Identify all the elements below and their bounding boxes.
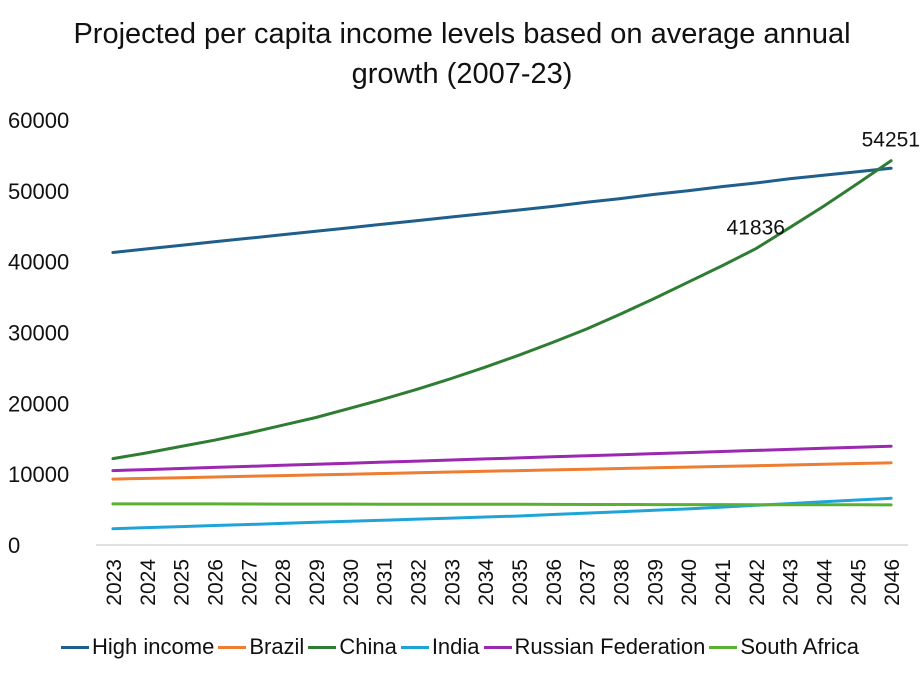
x-tick-label: 2031 <box>374 559 397 606</box>
legend-item-high-income: High income <box>61 634 214 660</box>
x-tick-label: 2033 <box>441 559 464 606</box>
legend-label: Brazil <box>249 634 305 659</box>
x-tick-label: 2043 <box>780 559 803 606</box>
chart-title-line-2: growth (2007-23) <box>351 58 573 90</box>
x-tick-label: 2045 <box>847 559 870 606</box>
series-line-south-africa <box>111 502 893 507</box>
series-line-russian-federation <box>111 444 893 473</box>
legend-label: High income <box>92 634 215 659</box>
legend-swatch <box>218 645 247 649</box>
legend-item-brazil: Brazil <box>218 634 304 660</box>
data-labels: 41836 54251 <box>727 129 920 240</box>
legend-label: China <box>339 634 397 659</box>
legend: High income Brazil China India Russian Feder… <box>0 634 924 660</box>
x-tick-label: 2044 <box>813 559 836 606</box>
y-tick-label: 10000 <box>8 462 69 487</box>
x-tick-label: 2037 <box>577 559 600 606</box>
y-tick-label: 0 <box>8 533 20 558</box>
x-axis: 2023 2024 2025 2026 2027 2028 2029 2030 2031 2032… <box>103 559 904 606</box>
chart-title: Projected per capita income levels based… <box>0 14 924 94</box>
data-label: 41836 <box>727 217 785 240</box>
x-tick-label: 2027 <box>238 559 261 606</box>
series-line-brazil <box>111 461 893 481</box>
x-tick-label: 2028 <box>272 559 295 606</box>
legend-label: India <box>431 634 480 659</box>
x-tick-label: 2040 <box>678 559 701 606</box>
x-tick-label: 2041 <box>712 559 735 606</box>
legend-item-russian-federation: Russian Federation <box>483 634 706 660</box>
series-lines <box>111 159 893 531</box>
x-tick-label: 2042 <box>746 559 769 606</box>
x-tick-label: 2046 <box>881 559 904 606</box>
legend-label: South Africa <box>740 634 859 659</box>
legend-swatch <box>400 645 429 649</box>
x-tick-label: 2024 <box>137 559 160 606</box>
series-line-china <box>111 159 893 461</box>
y-tick-label: 40000 <box>8 250 69 275</box>
legend-swatch <box>483 645 512 649</box>
x-tick-label: 2029 <box>306 559 329 606</box>
legend-item-china: China <box>308 634 397 660</box>
legend-item-india: India <box>400 634 480 660</box>
legend-label: Russian Federation <box>514 634 706 659</box>
x-tick-label: 2025 <box>171 559 194 606</box>
series-line-high-income <box>111 166 893 254</box>
legend-swatch <box>61 645 90 649</box>
x-tick-label: 2030 <box>340 559 363 606</box>
y-tick-label: 50000 <box>8 179 69 204</box>
x-tick-label: 2038 <box>610 559 633 606</box>
y-tick-label: 30000 <box>8 321 69 346</box>
legend-swatch <box>308 645 337 649</box>
x-tick-label: 2023 <box>103 559 126 606</box>
data-label: 54251 <box>862 129 920 152</box>
y-tick-label: 60000 <box>8 108 69 133</box>
chart-title-line-1: Projected per capita income levels based… <box>73 18 851 50</box>
legend-swatch <box>709 645 738 649</box>
x-tick-label: 2036 <box>543 559 566 606</box>
x-tick-label: 2026 <box>204 559 227 606</box>
legend-item-south-africa: South Africa <box>709 634 859 660</box>
x-tick-label: 2032 <box>407 559 430 606</box>
x-tick-label: 2035 <box>509 559 532 606</box>
x-tick-label: 2034 <box>475 559 498 606</box>
y-axis: 0 10000 20000 30000 40000 50000 60000 <box>8 108 69 558</box>
x-tick-label: 2039 <box>644 559 667 606</box>
y-tick-label: 20000 <box>8 391 69 416</box>
